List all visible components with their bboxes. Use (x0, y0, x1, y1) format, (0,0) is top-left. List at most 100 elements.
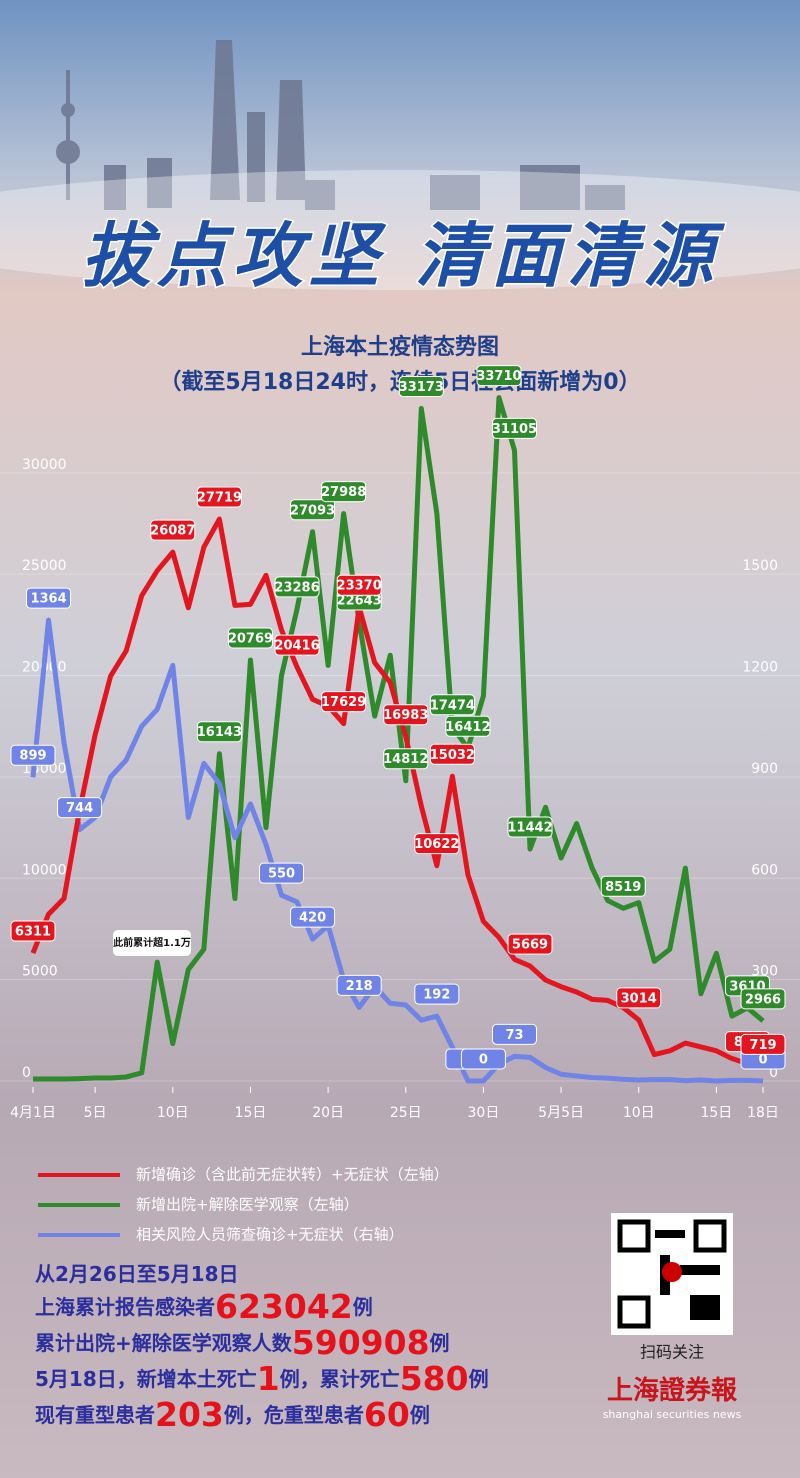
data-label-box (476, 365, 522, 387)
data-label-text: 33710 (476, 369, 521, 384)
summary-number: 590908 (292, 1323, 430, 1362)
data-label-box (429, 694, 475, 716)
data-label-box (507, 816, 553, 838)
data-label: 550 (259, 862, 305, 884)
data-label: 11442 (507, 816, 553, 838)
data-label: 17474 (429, 694, 475, 716)
data-label-box (429, 743, 475, 765)
data-label: 192 (414, 983, 460, 1005)
data-label-box (740, 988, 786, 1010)
data-label-box (259, 862, 305, 884)
y2-tick-label: 1500 (742, 558, 778, 574)
data-label-text: 26087 (150, 524, 195, 539)
data-label-text: 27719 (197, 491, 242, 506)
y-tick-label: 10000 (22, 862, 67, 878)
data-label: 20769 (227, 627, 273, 649)
data-label: 33173 (398, 375, 444, 397)
data-label-text: 744 (66, 801, 93, 816)
data-label-text: 0 (758, 1053, 767, 1068)
data-label-box (227, 627, 273, 649)
data-label-text: 2966 (745, 992, 781, 1007)
summary-line: 5月18日，新增本土死亡1例，累计死亡580例 (35, 1359, 489, 1398)
data-label-text: 3014 (621, 991, 657, 1006)
data-label-text: 6311 (15, 925, 51, 940)
data-label-box (383, 748, 429, 770)
summary-text: 累计出院+解除医学观察人数 (35, 1331, 293, 1355)
data-label: 31105 (492, 417, 537, 439)
summary-text: 例 (469, 1367, 489, 1391)
logo-english: shanghai securities news (603, 1408, 742, 1421)
y-tick-label: 5000 (22, 964, 58, 980)
summary-number: 1 (257, 1359, 280, 1398)
data-label: 218 (336, 974, 382, 996)
x-tick-label: 4月1日 (10, 1105, 56, 1121)
data-label: 3014 (616, 987, 662, 1009)
data-label-box (196, 721, 242, 743)
data-label: 27988 (321, 481, 367, 503)
summary-text: 现有重型患者 (35, 1403, 155, 1427)
x-tick-label: 30日 (468, 1105, 500, 1121)
data-label-text: 550 (268, 867, 295, 882)
x-tick-label: 15日 (235, 1105, 267, 1121)
data-label-text: 16143 (197, 725, 242, 740)
data-label-box (150, 519, 196, 541)
legend-label: 新增出院+解除医学观察（左轴） (136, 1196, 359, 1214)
legend-label: 相关风险人员筛查确诊+无症状（右轴） (136, 1226, 404, 1244)
summary-text: 上海累计报告感染者 (35, 1295, 215, 1319)
data-label-text: 10622 (414, 837, 459, 852)
data-label-text: 16983 (383, 708, 428, 723)
data-label: 23286 (274, 576, 320, 598)
x-tick-label: 10日 (157, 1105, 189, 1121)
annotation: 此前累计超1.1万 (113, 930, 191, 956)
logo: 上海證券報 (607, 1375, 738, 1406)
x-tick-label: 18日 (747, 1105, 779, 1121)
data-label-box (383, 704, 429, 726)
data-label: 73 (491, 1023, 537, 1045)
summary-text: 例，累计死亡 (280, 1367, 400, 1391)
summary-number: 623042 (215, 1287, 353, 1326)
qr-code (611, 1213, 733, 1335)
data-label-text: 16412 (445, 720, 490, 735)
data-label-box (398, 375, 444, 397)
y2-tick-label: 1200 (742, 660, 778, 676)
data-label: 16143 (196, 721, 242, 743)
y-tick-label: 30000 (22, 457, 67, 473)
data-label-box (445, 715, 491, 737)
data-label-text: 8519 (605, 880, 641, 895)
summary-text: 从2月26日至5月18日 (35, 1262, 239, 1286)
summary-text: 例 (410, 1403, 430, 1427)
data-label-box (600, 875, 646, 897)
series-line (30, 617, 764, 1084)
data-label-text: 33173 (399, 380, 444, 395)
summary-text: 例 (430, 1331, 450, 1355)
data-label-text: 14812 (383, 752, 428, 767)
data-label-text: 31105 (492, 422, 537, 437)
data-label: 26087 (150, 519, 196, 541)
chart: 0500010000150002000025000300000300600900… (0, 365, 800, 1244)
data-label-text: 420 (299, 911, 326, 926)
data-label-box (414, 833, 460, 855)
summary-line: 从2月26日至5月18日 (35, 1262, 239, 1286)
data-label-text: 27988 (321, 485, 366, 500)
data-label: 1364 (26, 587, 72, 609)
data-label-box (321, 481, 367, 503)
data-label: 20416 (274, 634, 320, 656)
data-label-box (321, 691, 367, 713)
data-label: 17629 (321, 691, 367, 713)
summary-line: 上海累计报告感染者623042例 (35, 1287, 373, 1326)
x-tick-label: 25日 (390, 1105, 422, 1121)
summary-text: 5月18日，新增本土死亡 (35, 1367, 257, 1391)
fog (0, 170, 800, 290)
data-label: 10622 (414, 833, 460, 855)
data-label-box (274, 576, 320, 598)
data-label: 719 (740, 1033, 786, 1055)
summary-line: 累计出院+解除医学观察人数590908例 (35, 1323, 450, 1362)
data-label-box (57, 797, 103, 819)
data-label-box (10, 744, 56, 766)
skyline (56, 40, 625, 210)
y-tick-label: 25000 (22, 558, 67, 574)
data-label-box (336, 574, 382, 596)
data-label-text: 1364 (30, 592, 66, 607)
data-label: 5669 (507, 933, 553, 955)
